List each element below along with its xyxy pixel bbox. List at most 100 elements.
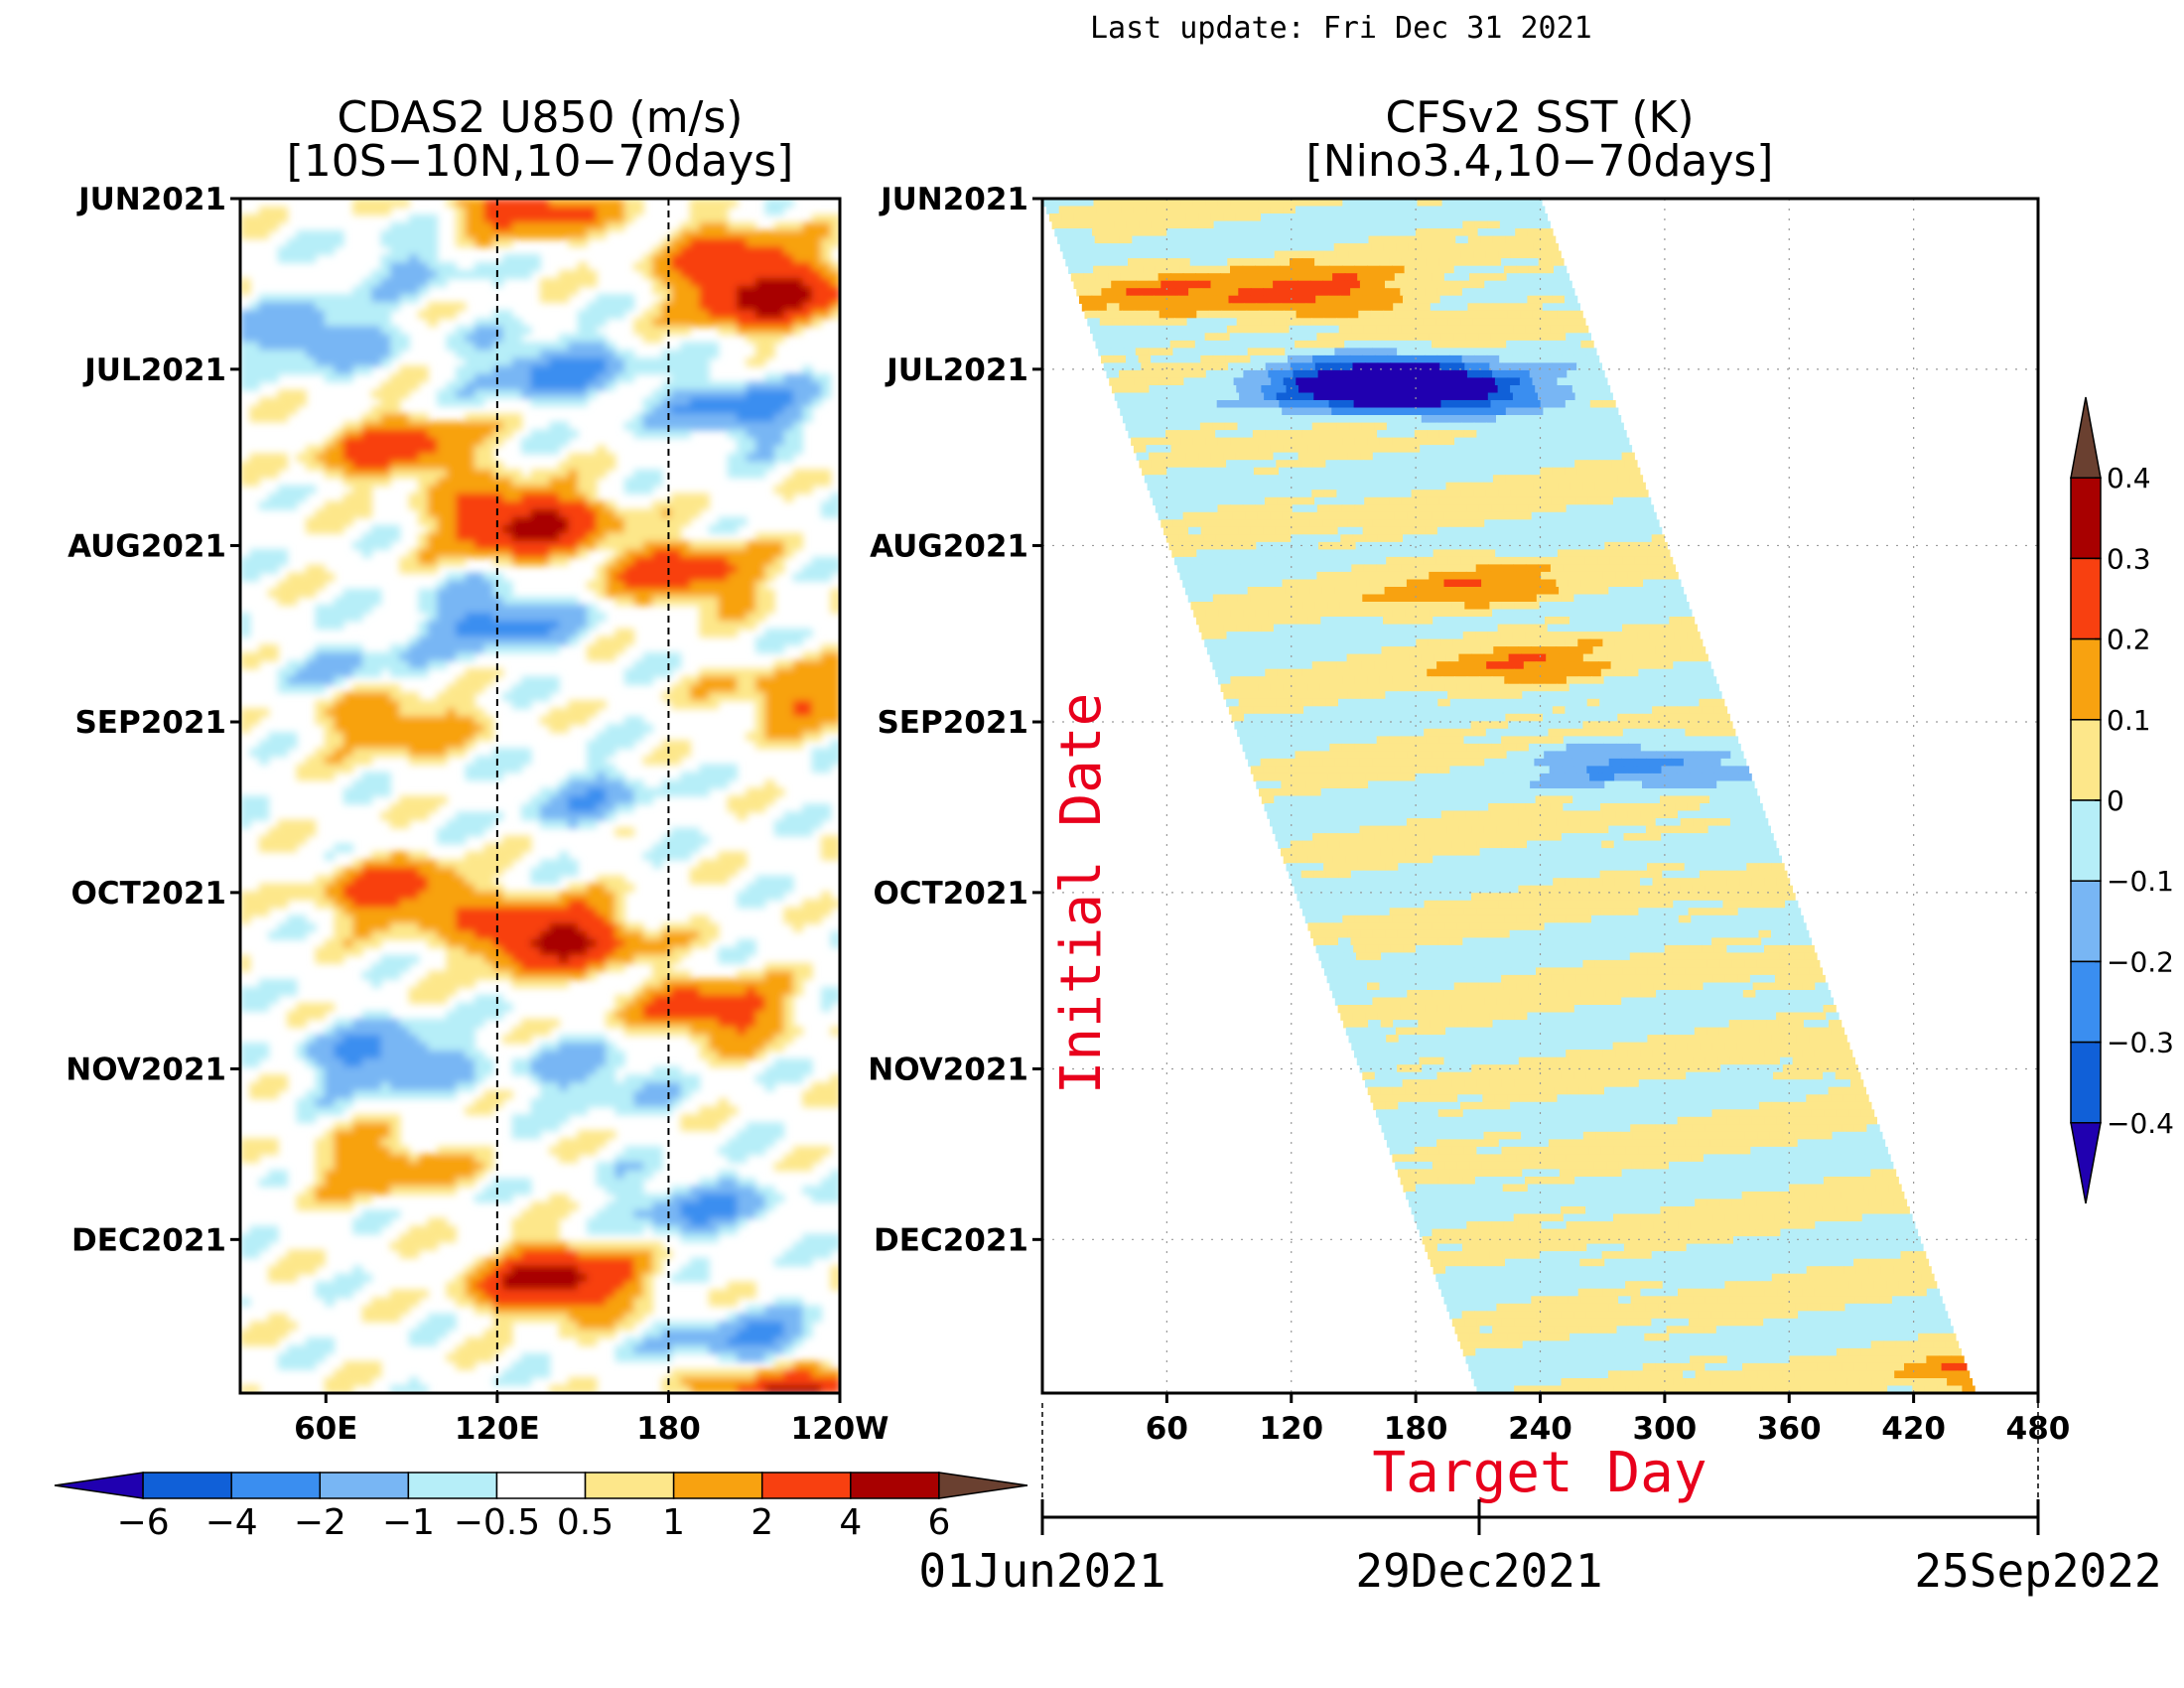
u850-cell (568, 548, 579, 558)
u850-cell (792, 381, 803, 391)
u850-cell (511, 1130, 522, 1140)
u850-cell (380, 199, 391, 208)
u850-cell (708, 581, 720, 590)
u850-cell (549, 636, 560, 645)
u850-cell (334, 302, 344, 312)
u850-cell (418, 461, 429, 471)
u850-cell (361, 500, 372, 510)
u850-cell (549, 222, 560, 231)
u850-cell (334, 238, 344, 247)
u850-cell (623, 732, 635, 742)
u850-cell (530, 477, 541, 487)
u850-cell (577, 477, 588, 487)
u850-cell (492, 572, 503, 582)
u850-cell (633, 1225, 644, 1235)
u850-cell (737, 938, 748, 948)
u850-cell (558, 199, 570, 208)
u850-cell (773, 1336, 785, 1346)
u850-cell (511, 1289, 522, 1299)
u850-cell (792, 302, 803, 312)
u850-cell (727, 1329, 738, 1338)
u850-cell (764, 1186, 775, 1196)
u850-cell (680, 979, 691, 988)
u850-cell (315, 1066, 326, 1075)
u850-cell (737, 589, 748, 598)
u850-cell (277, 214, 288, 223)
u850-cell (783, 1257, 794, 1267)
u850-cell (746, 334, 756, 344)
u850-cell (437, 1043, 448, 1052)
u850-cell (606, 1313, 616, 1323)
u850-cell (456, 644, 467, 653)
u850-cell (737, 676, 748, 685)
u850-cell (811, 899, 822, 909)
u850-cell (587, 270, 598, 279)
u850-cell (690, 1011, 701, 1020)
u850-cell (708, 621, 720, 630)
u850-cell (708, 1201, 720, 1211)
u850-cell (492, 962, 503, 972)
u850-cell (755, 342, 766, 352)
u850-cell (596, 907, 607, 916)
u850-cell (408, 716, 420, 726)
u850-cell (530, 803, 541, 813)
u850-cell (530, 613, 541, 622)
u850-cell (418, 548, 429, 558)
u850-cell (456, 891, 467, 901)
u850-cell (361, 1305, 372, 1315)
u850-cell (268, 365, 279, 375)
u850-cell (446, 310, 457, 320)
u850-cell (783, 429, 794, 439)
u850-cell (502, 1313, 513, 1323)
u850-cell (792, 636, 803, 645)
u850-cell (306, 660, 317, 669)
u850-cell (437, 692, 448, 701)
u850-cell (287, 827, 298, 837)
u850-cell (324, 1035, 336, 1044)
u850-cell (446, 485, 457, 494)
u850-cell (549, 1058, 560, 1067)
u850-cell (380, 1162, 391, 1172)
u850-cell (446, 508, 457, 518)
u850-cell (342, 946, 353, 956)
u850-cell (811, 254, 822, 263)
u850-cell (811, 556, 822, 566)
u850-cell (277, 397, 288, 407)
u850-cell (764, 875, 775, 885)
u850-cell (680, 564, 691, 574)
u850-cell (764, 1313, 775, 1323)
u850-cell (474, 413, 485, 423)
u850-cell (456, 1289, 467, 1299)
u850-cell (549, 597, 560, 606)
u850-cell (483, 326, 494, 336)
u850-cell (390, 644, 401, 653)
u850-cell (708, 389, 720, 399)
u850-cell (502, 342, 513, 352)
u850-cell (352, 508, 363, 518)
u850-cell (699, 270, 710, 279)
u850-cell (746, 1178, 756, 1188)
u850-cell (773, 207, 785, 215)
u850-cell (623, 938, 635, 948)
u850-cell (671, 389, 682, 399)
u850-cell (530, 500, 541, 510)
u850-cell (792, 445, 803, 455)
u850-cell (437, 867, 448, 877)
u850-cell (408, 811, 420, 821)
u850-cell (623, 883, 635, 893)
u850-cell (521, 954, 532, 964)
u850-cell (408, 995, 420, 1004)
u850-cell (783, 907, 794, 916)
u850-cell (587, 1241, 598, 1251)
u850-cell (437, 732, 448, 742)
u850-cell (746, 1321, 756, 1331)
u850-cell (456, 930, 467, 940)
u850-cell (492, 262, 503, 271)
u850-cell (296, 1106, 307, 1116)
u850-cell (352, 1162, 363, 1172)
u850-cell (792, 318, 803, 328)
u850-cell (540, 621, 551, 630)
u850-cell (521, 1249, 532, 1259)
u850-cell (240, 987, 251, 996)
u850-cell (623, 946, 635, 956)
